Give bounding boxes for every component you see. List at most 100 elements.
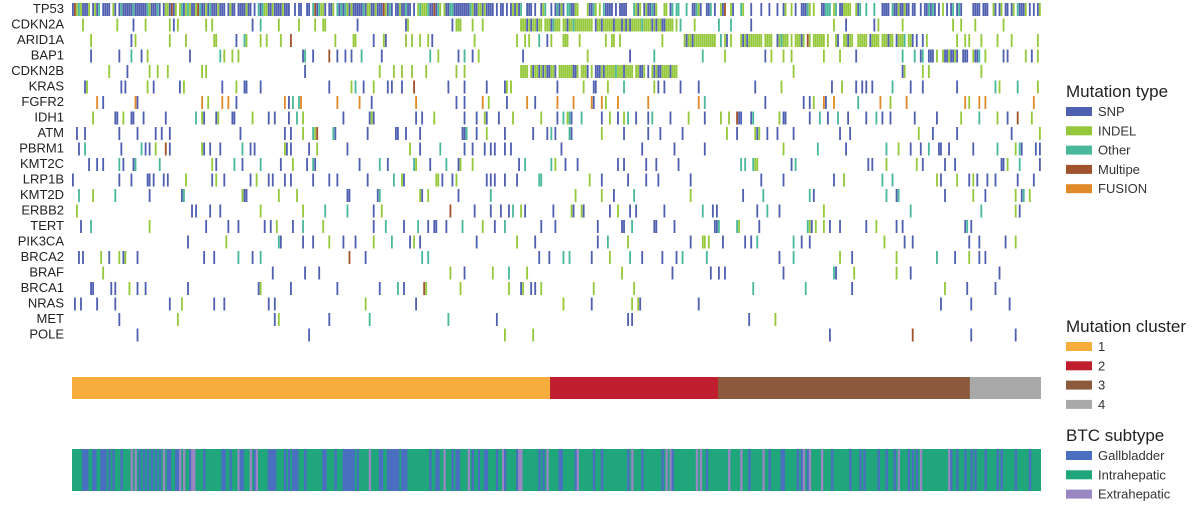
mutation-cell	[584, 18, 587, 32]
mutation-cell	[972, 49, 975, 63]
mutation-cell	[522, 282, 524, 295]
mutation-cell	[570, 65, 573, 78]
subtype-cell	[1000, 449, 1003, 491]
mutation-cell	[211, 158, 214, 171]
mutation-cell	[671, 3, 674, 16]
mutation-cell	[82, 3, 84, 16]
mutation-cell	[647, 111, 650, 125]
mutation-cell	[142, 3, 145, 16]
mutation-cell	[205, 220, 208, 233]
mutation-cell	[655, 65, 658, 78]
mutation-cell	[84, 3, 86, 16]
mutation-cell	[164, 3, 167, 16]
mutation-cell	[1012, 3, 1015, 16]
mutation-cell	[984, 3, 987, 16]
mutation-cell	[76, 204, 78, 218]
mutation-cell	[427, 34, 430, 47]
mutation-cell	[915, 158, 918, 171]
mutation-cell	[954, 49, 957, 63]
mutation-cell	[277, 189, 280, 202]
gene-label-tert: TERT	[30, 218, 64, 233]
mutation-cell	[635, 3, 638, 16]
mutation-cell	[122, 3, 125, 16]
subtype-cell	[546, 449, 549, 491]
subtype-cell	[342, 449, 345, 491]
mutation-cell	[954, 251, 957, 264]
mutation-cell	[639, 18, 642, 32]
mutation-cell	[625, 65, 627, 78]
cluster-segment-3	[718, 377, 970, 399]
mutation-cell	[78, 142, 80, 156]
mutation-cell	[600, 65, 603, 78]
mutation-cell	[726, 127, 728, 140]
mutation-cell	[623, 80, 625, 94]
mutation-cell	[267, 173, 270, 187]
mutation-cell	[677, 3, 680, 16]
mutation-cell	[633, 3, 636, 16]
mutation-cell	[944, 189, 946, 202]
gene-label-met: MET	[37, 311, 65, 326]
mutation-cell	[625, 3, 627, 16]
mutation-cell	[435, 173, 438, 187]
mutation-cell	[324, 18, 327, 32]
mutation-cell	[540, 282, 543, 295]
mutation-cell	[162, 3, 165, 16]
mutation-cell	[191, 3, 193, 16]
mutation-cell	[879, 96, 882, 109]
mutation-cell	[615, 65, 617, 78]
mutation-cell	[720, 34, 722, 47]
mutation-cell	[213, 251, 216, 264]
mutation-cell	[784, 34, 787, 47]
mutation-cell	[413, 235, 415, 249]
mutation-cell	[181, 297, 183, 311]
mutation-cell	[530, 65, 533, 78]
mutation-cell	[233, 111, 236, 125]
mutation-cell	[223, 3, 226, 16]
mutation-cell	[621, 18, 623, 32]
mutation-cluster-swatch-1	[1066, 342, 1092, 351]
mutation-cell	[594, 65, 597, 78]
mutation-cell	[921, 34, 924, 47]
mutation-cell	[72, 173, 74, 187]
gene-label-pbrm1: PBRM1	[19, 141, 64, 156]
mutation-cell	[358, 96, 361, 109]
mutation-cell	[895, 189, 898, 202]
subtype-cell	[501, 449, 505, 491]
mutation-cell	[617, 111, 619, 125]
mutation-cell	[532, 328, 535, 342]
mutation-cell	[386, 158, 389, 171]
mutation-cell	[938, 3, 940, 16]
subtype-cell	[221, 449, 224, 491]
mutation-cell	[118, 158, 121, 171]
mutation-cell	[518, 158, 520, 171]
mutation-cell	[526, 18, 529, 32]
mutation-cell	[378, 282, 381, 295]
mutation-cell	[970, 328, 973, 342]
subtype-cell	[130, 449, 133, 491]
mutation-cell	[709, 34, 712, 47]
mutation-cell	[552, 18, 555, 32]
mutation-cell	[800, 3, 803, 16]
mutation-cell	[812, 3, 815, 16]
mutation-cell	[613, 18, 615, 32]
mutation-cell	[562, 297, 565, 311]
mutation-cell	[574, 3, 577, 16]
mutation-cell	[168, 18, 171, 32]
mutation-cell	[556, 3, 559, 16]
mutation-cell	[576, 3, 579, 16]
mutation-cell	[657, 80, 660, 94]
mutation-cell	[72, 3, 74, 16]
mutation-cell	[841, 80, 843, 94]
mutation-cell	[697, 3, 700, 16]
mutation-cell	[835, 3, 837, 16]
mutation-cell	[520, 18, 522, 32]
mutation-cell	[689, 173, 692, 187]
mutation-cell	[645, 18, 648, 32]
mutation-cell	[134, 158, 137, 171]
mutation-cell	[693, 18, 696, 32]
mutation-cell	[538, 34, 541, 47]
mutation-cell	[465, 127, 468, 140]
mutation-cell	[281, 3, 284, 16]
mutation-cell	[455, 18, 458, 32]
mutation-cell	[647, 65, 650, 78]
